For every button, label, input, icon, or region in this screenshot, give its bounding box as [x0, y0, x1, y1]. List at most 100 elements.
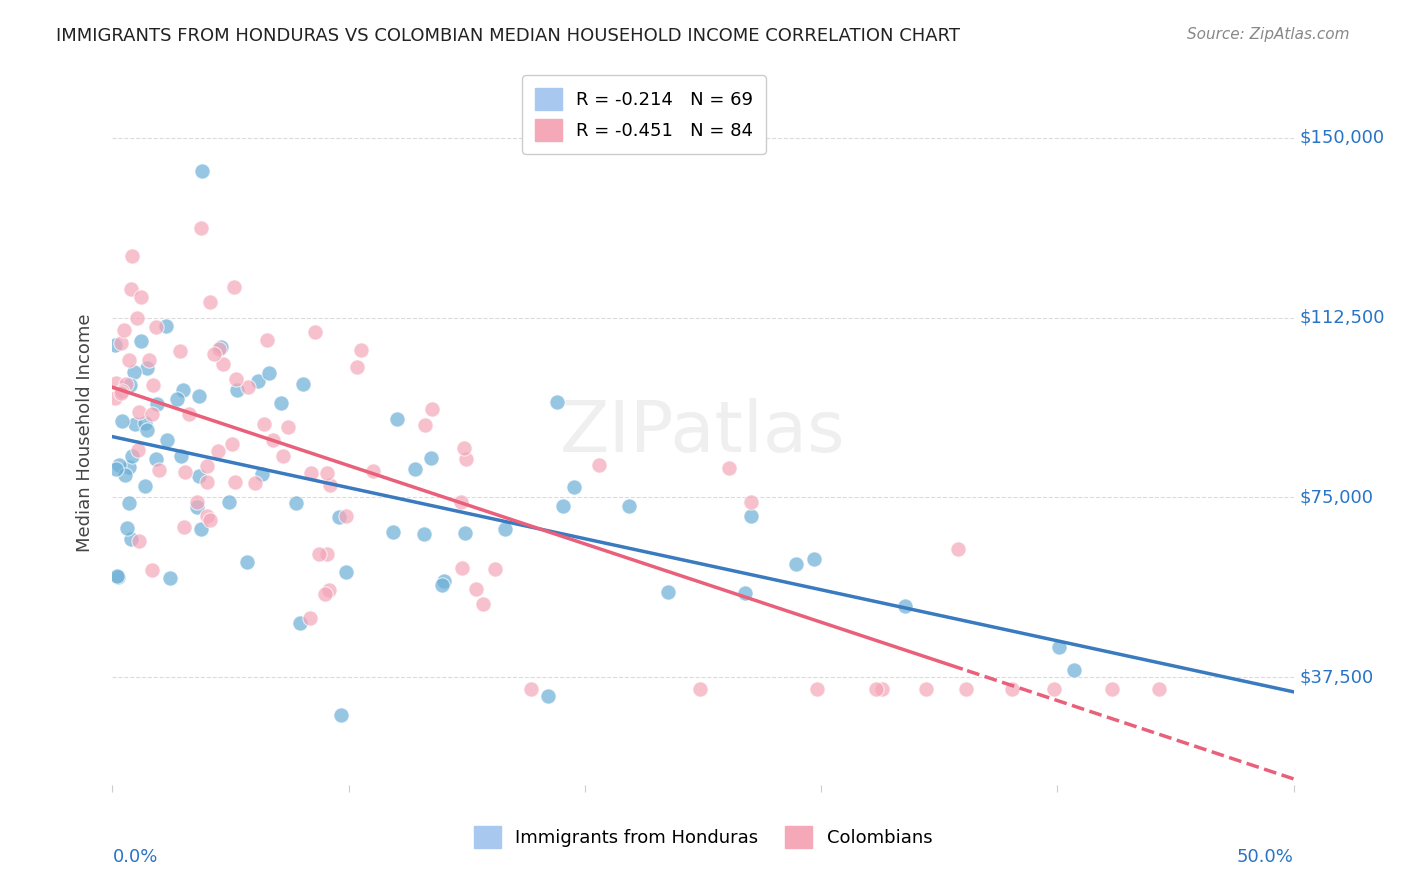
Point [420, 451, 443, 466]
Point [169, 344, 191, 359]
Point [316, 466, 339, 480]
Point [536, 689, 558, 703]
Point [225, 372, 247, 386]
Point [111, 414, 134, 428]
Text: $150,000: $150,000 [1299, 128, 1385, 147]
Point [413, 418, 436, 433]
Point [450, 494, 472, 508]
Point [299, 467, 322, 481]
Point [156, 434, 179, 448]
Point [173, 520, 195, 534]
Point [803, 552, 825, 566]
Text: $75,000: $75,000 [1299, 488, 1374, 507]
Point [236, 380, 259, 394]
Point [195, 509, 218, 524]
Point [520, 682, 543, 697]
Point [115, 521, 138, 535]
Point [221, 437, 243, 451]
Text: ZIPatlas: ZIPatlas [560, 398, 846, 467]
Point [110, 336, 132, 351]
Text: $112,500: $112,500 [1299, 309, 1385, 326]
Point [450, 560, 472, 574]
Point [385, 412, 408, 426]
Point [285, 496, 308, 510]
Point [104, 391, 127, 405]
Point [148, 463, 170, 477]
Point [110, 386, 132, 401]
Point [253, 417, 276, 432]
Point [120, 282, 142, 296]
Point [1149, 682, 1171, 697]
Point [494, 522, 516, 536]
Point [420, 402, 443, 417]
Point [299, 611, 322, 625]
Point [191, 163, 214, 178]
Point [717, 461, 740, 475]
Point [105, 376, 128, 390]
Point [657, 585, 679, 599]
Point [588, 458, 610, 473]
Point [117, 459, 139, 474]
Point [955, 682, 977, 697]
Point [170, 449, 193, 463]
Point [225, 384, 247, 398]
Point [806, 682, 828, 697]
Point [117, 495, 139, 509]
Point [256, 333, 278, 347]
Point [689, 682, 711, 697]
Point [208, 343, 231, 357]
Point [122, 365, 145, 379]
Point [432, 574, 454, 588]
Point [174, 465, 197, 479]
Point [1047, 640, 1070, 654]
Point [740, 495, 762, 509]
Point [108, 458, 131, 473]
Point [146, 396, 169, 410]
Point [129, 334, 152, 348]
Point [222, 280, 245, 294]
Point [246, 375, 269, 389]
Point [734, 586, 756, 600]
Point [785, 558, 807, 572]
Point [1063, 663, 1085, 677]
Point [186, 500, 208, 514]
Point [304, 325, 326, 339]
Point [190, 220, 212, 235]
Text: 0.0%: 0.0% [112, 848, 157, 866]
Point [453, 442, 475, 456]
Point [464, 582, 486, 596]
Point [159, 571, 181, 585]
Text: 50.0%: 50.0% [1237, 848, 1294, 866]
Point [145, 451, 167, 466]
Point [141, 407, 163, 421]
Point [404, 462, 426, 476]
Text: $37,500: $37,500 [1299, 668, 1374, 686]
Point [207, 443, 229, 458]
Point [224, 475, 246, 489]
Point [262, 434, 284, 448]
Y-axis label: Median Household Income: Median Household Income [76, 313, 94, 552]
Point [617, 500, 640, 514]
Point [105, 569, 128, 583]
Point [142, 378, 165, 392]
Point [1043, 682, 1066, 697]
Point [195, 475, 218, 490]
Point [135, 423, 157, 437]
Point [127, 442, 149, 457]
Point [177, 407, 200, 421]
Point [314, 586, 336, 600]
Point [288, 615, 311, 630]
Point [277, 420, 299, 434]
Point [200, 513, 222, 527]
Point [471, 597, 494, 611]
Point [120, 378, 142, 392]
Point [270, 396, 292, 410]
Point [308, 547, 330, 561]
Point [335, 566, 357, 580]
Point [914, 682, 936, 697]
Point [104, 462, 127, 476]
Point [894, 599, 917, 614]
Point [740, 508, 762, 523]
Text: Source: ZipAtlas.com: Source: ZipAtlas.com [1187, 27, 1350, 42]
Point [129, 290, 152, 304]
